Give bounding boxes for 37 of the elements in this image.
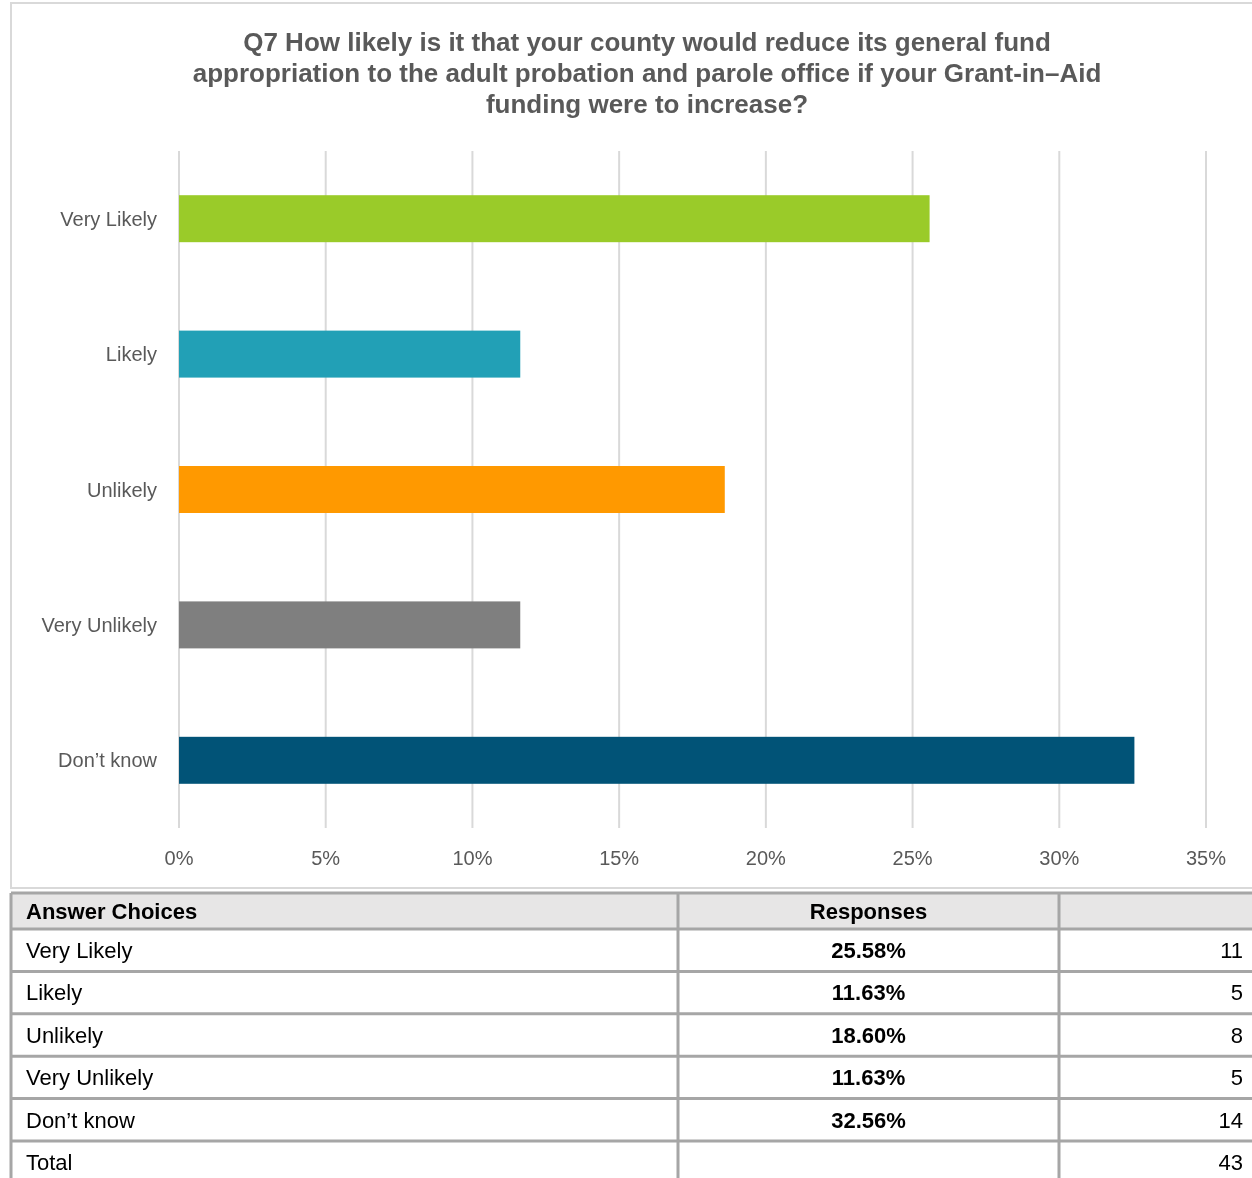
bar [179, 601, 521, 649]
x-tick-label: 30% [1039, 847, 1080, 869]
x-tick-label: 35% [1185, 847, 1227, 869]
bar [179, 195, 930, 243]
data-label: 14 [1218, 1107, 1243, 1133]
category-label: Very Likely [26, 937, 133, 963]
y-tick-label: Very Likely [60, 207, 157, 230]
category-label: Don’t know [26, 1107, 135, 1133]
data-label: 11.63% [831, 1065, 906, 1091]
chart-title: Q7 How likely is it that your county would reduce its general fund appropriation to the adult probation and parole office if your Grant-in–Aid funding were to increase? [192, 27, 1102, 119]
data-label: 25.58% [831, 937, 906, 963]
y-tick-label: Very Unlikely [41, 613, 157, 636]
x-tick-label: 20% [745, 847, 787, 869]
bar [179, 466, 725, 513]
bar [179, 330, 521, 378]
category-label: Total [26, 1149, 73, 1175]
y-tick-label: Likely [105, 343, 157, 366]
data-label: 5 [1230, 980, 1243, 1006]
text: Responses [809, 898, 928, 924]
data-label: 11.63% [831, 980, 906, 1006]
y-tick-label: Unlikely [86, 478, 157, 501]
x-tick-label: 5% [311, 847, 341, 869]
x-tick-label: 0% [164, 847, 194, 869]
x-tick-label: 25% [892, 847, 933, 869]
bar [179, 736, 1135, 784]
x-tick-label: 10% [452, 847, 493, 869]
data-label: 5 [1230, 1065, 1243, 1091]
x-tick-label: 15% [599, 847, 640, 869]
category-label: Likely [26, 980, 83, 1006]
data-label: 8 [1230, 1022, 1243, 1048]
data-label: 18.60% [831, 1022, 906, 1048]
category-label: Unlikely [26, 1022, 104, 1048]
data-label: 43 [1218, 1149, 1243, 1175]
data-label: 32.56% [831, 1107, 906, 1133]
y-tick-label: Don’t know [58, 749, 158, 772]
text: Answer Choices [26, 898, 198, 924]
data-label: 11 [1220, 937, 1243, 963]
